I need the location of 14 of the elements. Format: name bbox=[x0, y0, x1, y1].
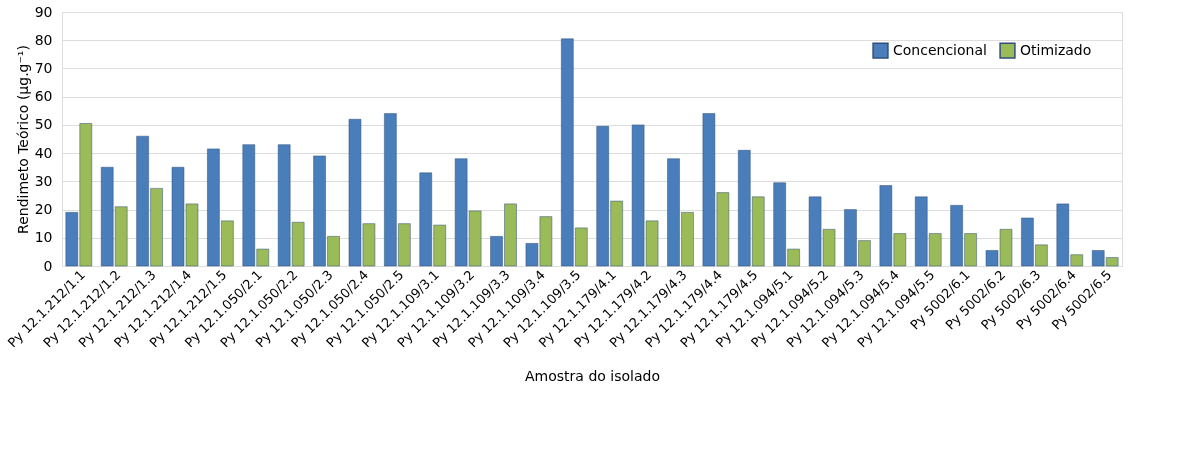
legend-label: Concencional bbox=[893, 41, 987, 58]
x-axis-title: Amostra do isolado bbox=[525, 368, 660, 385]
y-tick-label: 0 bbox=[43, 257, 53, 274]
y-tick-label: 50 bbox=[34, 116, 53, 133]
legend-label: Otimizado bbox=[1020, 41, 1092, 58]
y-axis-title: Rendimeto Teórico (µg.g⁻¹) bbox=[14, 45, 31, 234]
y-tick-label: 10 bbox=[34, 229, 53, 246]
y-tick-label: 90 bbox=[34, 3, 53, 20]
y-tick-label: 60 bbox=[34, 88, 53, 105]
y-tick-label: 30 bbox=[34, 172, 53, 189]
y-tick-label: 80 bbox=[34, 31, 53, 48]
y-tick-label: 70 bbox=[34, 59, 53, 76]
y-tick-label: 20 bbox=[34, 201, 53, 218]
y-tick-label: 40 bbox=[34, 144, 53, 161]
